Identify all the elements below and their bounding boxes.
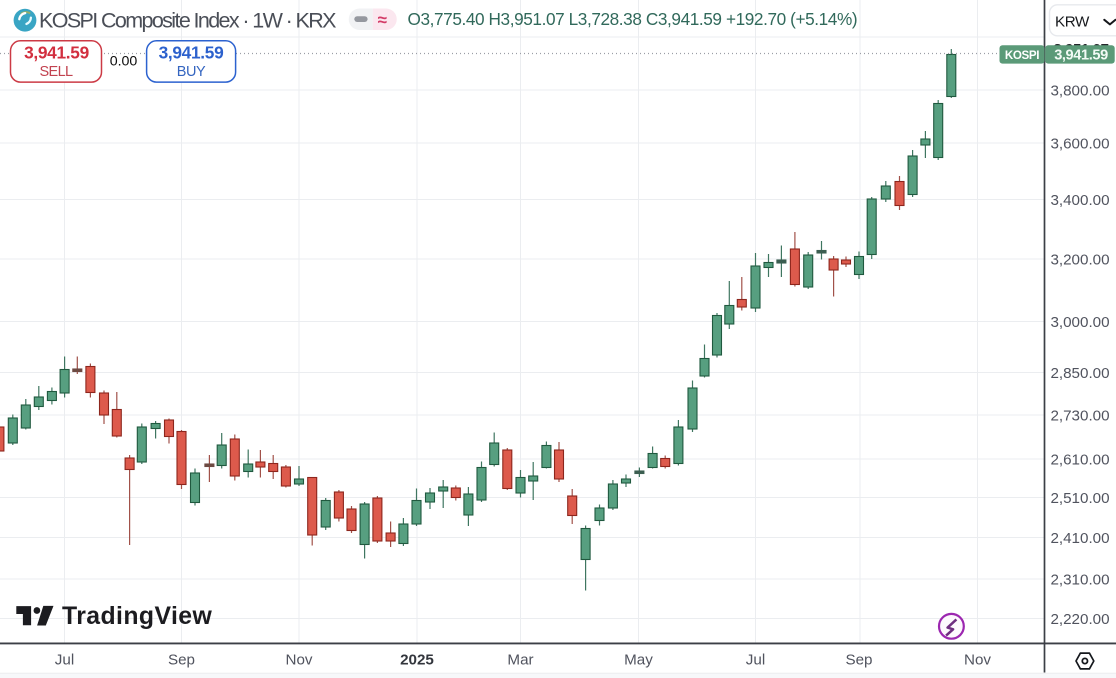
svg-text:2,730.00: 2,730.00	[1050, 407, 1109, 424]
svg-text:KOSPI: KOSPI	[1005, 49, 1039, 62]
svg-text:May: May	[624, 652, 653, 669]
svg-text:3,941.59: 3,941.59	[24, 43, 89, 63]
svg-text:BUY: BUY	[177, 64, 206, 80]
svg-text:O3,775.40 H3,951.07 L3,728.38: O3,775.40 H3,951.07 L3,728.38 C3,941.59 …	[408, 9, 858, 29]
svg-text:3,200.00: 3,200.00	[1050, 251, 1109, 268]
svg-text:2,220.00: 2,220.00	[1050, 611, 1109, 628]
svg-text:Jul: Jul	[746, 652, 765, 669]
svg-text:Sep: Sep	[168, 652, 195, 669]
svg-text:SELL: SELL	[39, 64, 73, 80]
svg-text:Jul: Jul	[55, 652, 74, 669]
svg-text:0.00: 0.00	[110, 54, 138, 70]
svg-text:3,941.59: 3,941.59	[159, 43, 224, 63]
svg-text:3,800.00: 3,800.00	[1050, 82, 1109, 99]
svg-text:TradingView: TradingView	[62, 603, 213, 630]
svg-text:2,410.00: 2,410.00	[1050, 530, 1109, 547]
svg-text:3,400.00: 3,400.00	[1050, 192, 1109, 209]
svg-text:KRW: KRW	[1055, 13, 1090, 30]
svg-text:2,310.00: 2,310.00	[1050, 571, 1109, 588]
svg-text:KOSPI Composite Index · 1W · K: KOSPI Composite Index · 1W · KRX	[39, 8, 336, 32]
svg-text:2025: 2025	[400, 652, 434, 669]
svg-text:Nov: Nov	[964, 652, 991, 669]
svg-text:2,850.00: 2,850.00	[1050, 365, 1109, 382]
svg-text:≈: ≈	[378, 11, 387, 30]
svg-text:3,000.00: 3,000.00	[1050, 314, 1109, 331]
svg-text:Sep: Sep	[845, 652, 872, 669]
svg-text:2,610.00: 2,610.00	[1050, 451, 1109, 468]
svg-text:3,600.00: 3,600.00	[1050, 135, 1109, 152]
svg-text:Nov: Nov	[285, 652, 312, 669]
svg-text:3,941.59: 3,941.59	[1054, 48, 1108, 64]
svg-text:Mar: Mar	[507, 652, 533, 669]
svg-text:2,510.00: 2,510.00	[1050, 490, 1109, 507]
